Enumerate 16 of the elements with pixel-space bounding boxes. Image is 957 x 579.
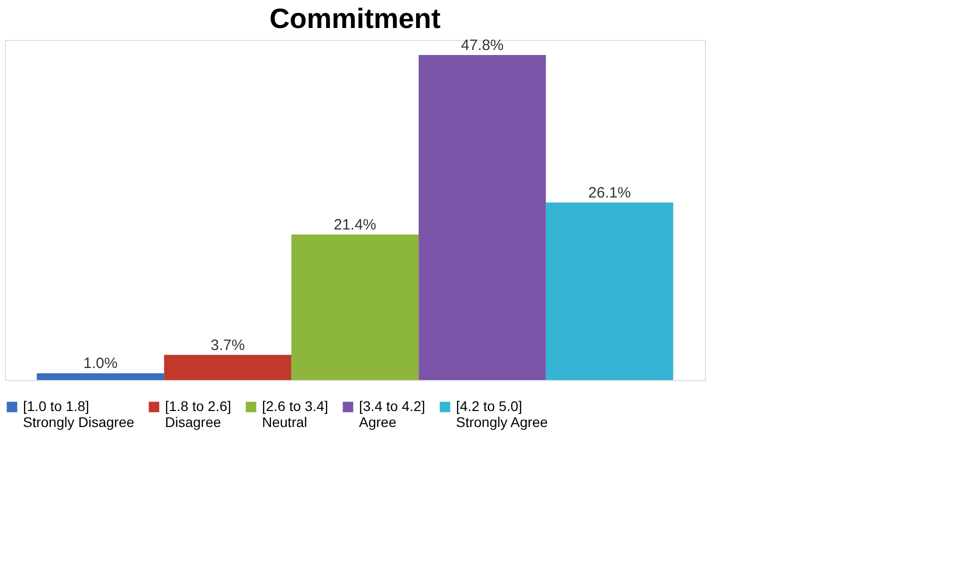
data-label: 3.7% (210, 336, 245, 354)
legend-label: [1.8 to 2.6] Disagree (165, 398, 232, 430)
bar (164, 354, 292, 380)
data-label: 1.0% (83, 355, 118, 372)
bar (418, 54, 546, 380)
bar (546, 202, 674, 380)
legend-label: [1.0 to 1.8] Strongly Disagree (23, 398, 134, 430)
data-label: 26.1% (588, 184, 631, 202)
data-label: 47.8% (461, 36, 504, 54)
bar (291, 234, 419, 380)
legend-label: [3.4 to 4.2] Agree (359, 398, 426, 430)
data-label: 21.4% (334, 216, 376, 234)
legend-label: [4.2 to 5.0] Strongly Agree (456, 398, 548, 430)
bar (36, 373, 164, 380)
chart-title: Commitment (269, 2, 441, 34)
legend-label: [2.6 to 3.4] Neutral (262, 398, 328, 430)
